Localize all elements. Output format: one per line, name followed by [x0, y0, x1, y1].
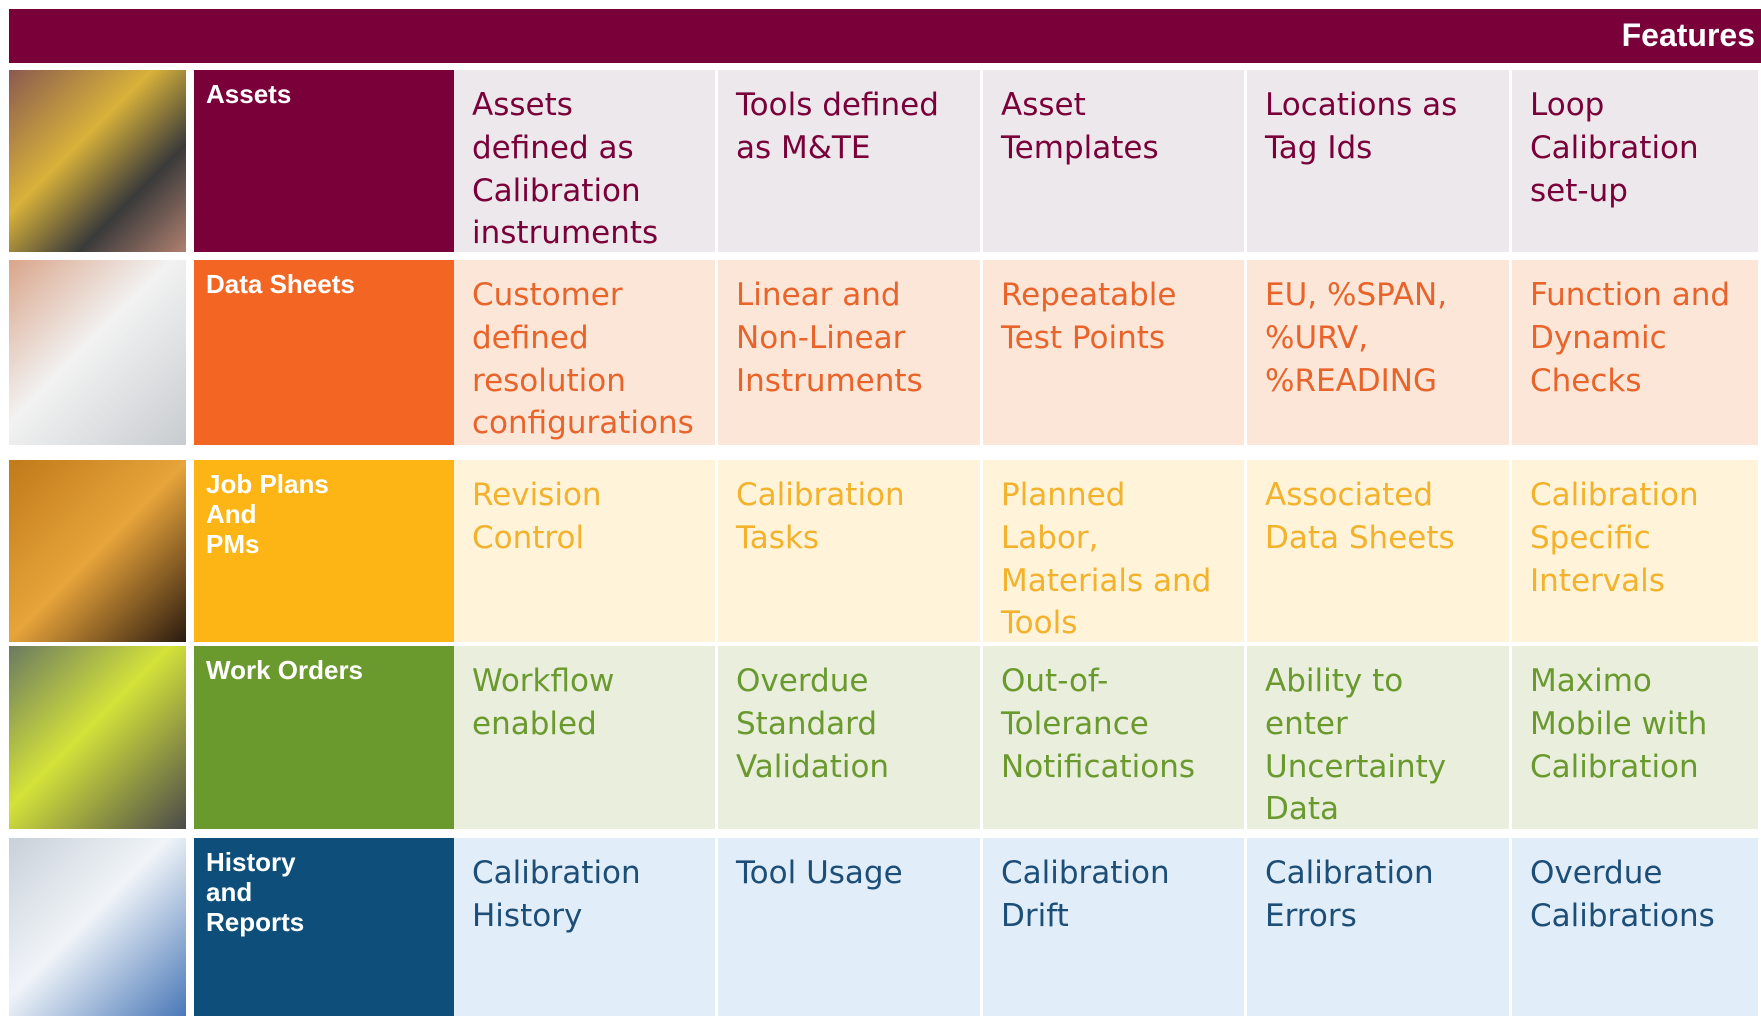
row-image [9, 260, 186, 445]
row-image [9, 70, 186, 252]
feature-cell: Associated Data Sheets [1247, 460, 1509, 642]
feature-cell: Repeatable Test Points [983, 260, 1244, 445]
feature-cell: Function and Dynamic Checks [1512, 260, 1758, 445]
row-label: History and Reports [194, 838, 454, 1016]
feature-cell: Loop Calibration set-up [1512, 70, 1758, 252]
header-title: Features [9, 9, 1761, 63]
feature-cell: Locations as Tag Ids [1247, 70, 1509, 252]
row-label: Work Orders [194, 646, 454, 829]
feature-cell: Customer defined resolution configuratio… [454, 260, 715, 445]
row-image [9, 646, 186, 829]
feature-cell: Maximo Mobile with Calibration [1512, 646, 1758, 829]
feature-cell: EU, %SPAN, %URV, %READING [1247, 260, 1509, 445]
feature-cell: Tools defined as M&TE [718, 70, 980, 252]
feature-cell: Workflow enabled [454, 646, 715, 829]
feature-cell: Linear and Non-Linear Instruments [718, 260, 980, 445]
feature-cell: Calibration Specific Intervals [1512, 460, 1758, 642]
feature-cell: Overdue Standard Validation [718, 646, 980, 829]
feature-cell: Calibration History [454, 838, 715, 1016]
feature-cell: Planned Labor, Materials and Tools [983, 460, 1244, 642]
feature-cell: Revision Control [454, 460, 715, 642]
row-image [9, 460, 186, 642]
row-image [9, 838, 186, 1016]
feature-cell: Asset Templates [983, 70, 1244, 252]
row-label: Data Sheets [194, 260, 454, 445]
feature-cell: Out-of-Tolerance Notifications [983, 646, 1244, 829]
row-label: Assets [194, 70, 454, 252]
feature-cell: Overdue Calibrations [1512, 838, 1758, 1016]
feature-cell: Assets defined as Calibration instrument… [454, 70, 715, 252]
feature-cell: Calibration Tasks [718, 460, 980, 642]
row-label: Job Plans And PMs [194, 460, 454, 642]
feature-cell: Ability to enter Uncertainty Data [1247, 646, 1509, 829]
feature-cell: Calibration Drift [983, 838, 1244, 1016]
feature-cell: Calibration Errors [1247, 838, 1509, 1016]
feature-cell: Tool Usage [718, 838, 980, 1016]
